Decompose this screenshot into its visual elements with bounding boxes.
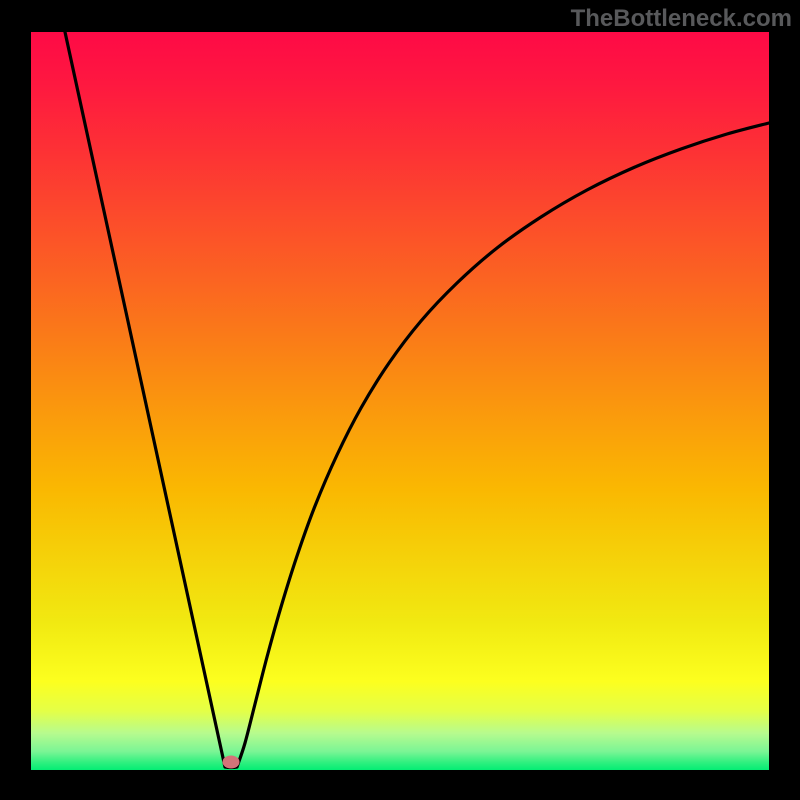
watermark-text: TheBottleneck.com (571, 5, 792, 33)
chart-frame: TheBottleneck.com (0, 0, 800, 800)
minimum-marker (223, 756, 240, 769)
bottleneck-curve (31, 32, 769, 770)
plot-area (31, 32, 769, 770)
